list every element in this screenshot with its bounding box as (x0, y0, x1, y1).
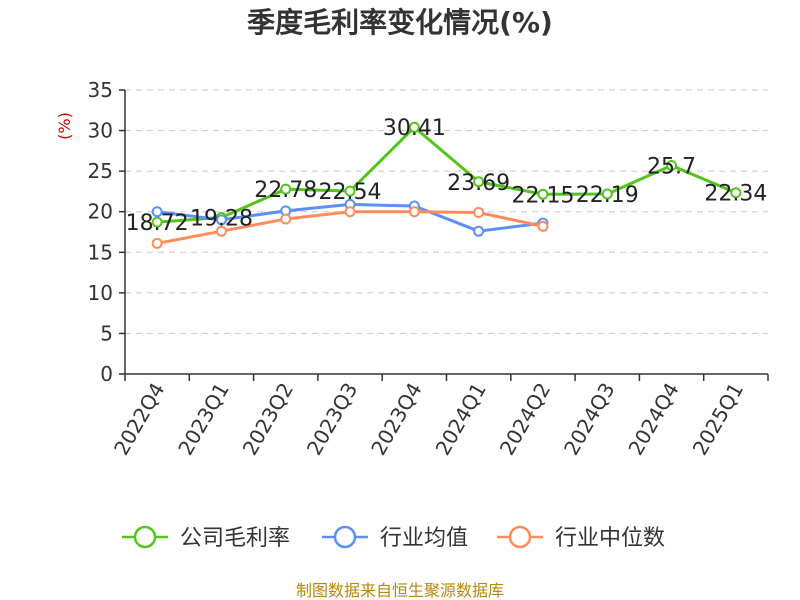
data-point (408, 121, 420, 133)
data-label: 23.69 (447, 171, 510, 196)
legend-marker (333, 525, 357, 549)
series-lines (151, 121, 742, 249)
data-point (537, 188, 549, 200)
data-label: 22.19 (576, 183, 639, 208)
legend-marker (133, 525, 157, 549)
y-tick-label: 15 (88, 240, 113, 264)
y-tick-label: 10 (88, 281, 113, 305)
legend-item[interactable]: 行业均值 (322, 525, 468, 551)
data-point (601, 188, 613, 200)
x-tick-label: 2022Q4 (109, 379, 169, 460)
source-note: 制图数据来自恒生聚源数据库 (296, 581, 504, 600)
data-point (473, 207, 485, 219)
chart-title: 季度毛利率变化情况(%) (247, 6, 553, 39)
y-tick-label: 35 (88, 78, 113, 102)
legend[interactable]: 公司毛利率 行业均值 行业中位数 (122, 525, 665, 551)
y-tick-label: 30 (88, 119, 113, 143)
data-point (151, 237, 163, 249)
x-tick-label: 2024Q1 (431, 379, 491, 460)
data-point (473, 225, 485, 237)
y-tick-label: 20 (88, 200, 113, 224)
data-label: 22.15 (511, 183, 574, 208)
data-point (344, 185, 356, 197)
x-tick-label: 2025Q1 (688, 379, 748, 460)
data-label: 25.7 (647, 154, 696, 179)
data-label: 30.41 (383, 116, 446, 141)
x-tick-label: 2023Q1 (173, 379, 233, 460)
legend-item[interactable]: 行业中位数 (497, 525, 665, 551)
data-point (666, 159, 678, 171)
legend-label: 公司毛利率 (180, 526, 290, 551)
x-tick-label: 2023Q3 (302, 379, 362, 460)
y-axis-label: (%) (55, 112, 74, 140)
legend-marker (508, 525, 532, 549)
legend-label: 行业均值 (380, 526, 468, 551)
legend-item[interactable]: 公司毛利率 (122, 525, 290, 551)
data-point (151, 216, 163, 228)
x-tick-label: 2023Q4 (366, 379, 426, 460)
data-point (151, 206, 163, 218)
data-label: 22.54 (319, 180, 382, 205)
y-tick-label: 25 (88, 159, 113, 183)
data-point (537, 220, 549, 232)
data-label: 22.78 (254, 178, 317, 203)
data-label: 18.72 (126, 211, 189, 236)
y-tick-label: 5 (100, 321, 113, 345)
data-label: 22.34 (704, 182, 767, 207)
data-point (215, 214, 227, 226)
x-tick-label: 2024Q4 (623, 379, 683, 460)
x-tick-label: 2024Q3 (559, 379, 619, 460)
legend-label: 行业中位数 (555, 526, 665, 551)
data-point (730, 187, 742, 199)
y-tick-label: 0 (100, 362, 113, 386)
data-point (280, 213, 292, 225)
x-tick-label: 2023Q2 (238, 379, 298, 460)
data-point (473, 176, 485, 188)
x-tick-label: 2024Q2 (495, 379, 555, 460)
data-point (215, 225, 227, 237)
data-point (408, 206, 420, 218)
data-label: 19.28 (190, 207, 253, 232)
data-point (280, 183, 292, 195)
data-point (344, 206, 356, 218)
series-line (157, 125, 737, 224)
